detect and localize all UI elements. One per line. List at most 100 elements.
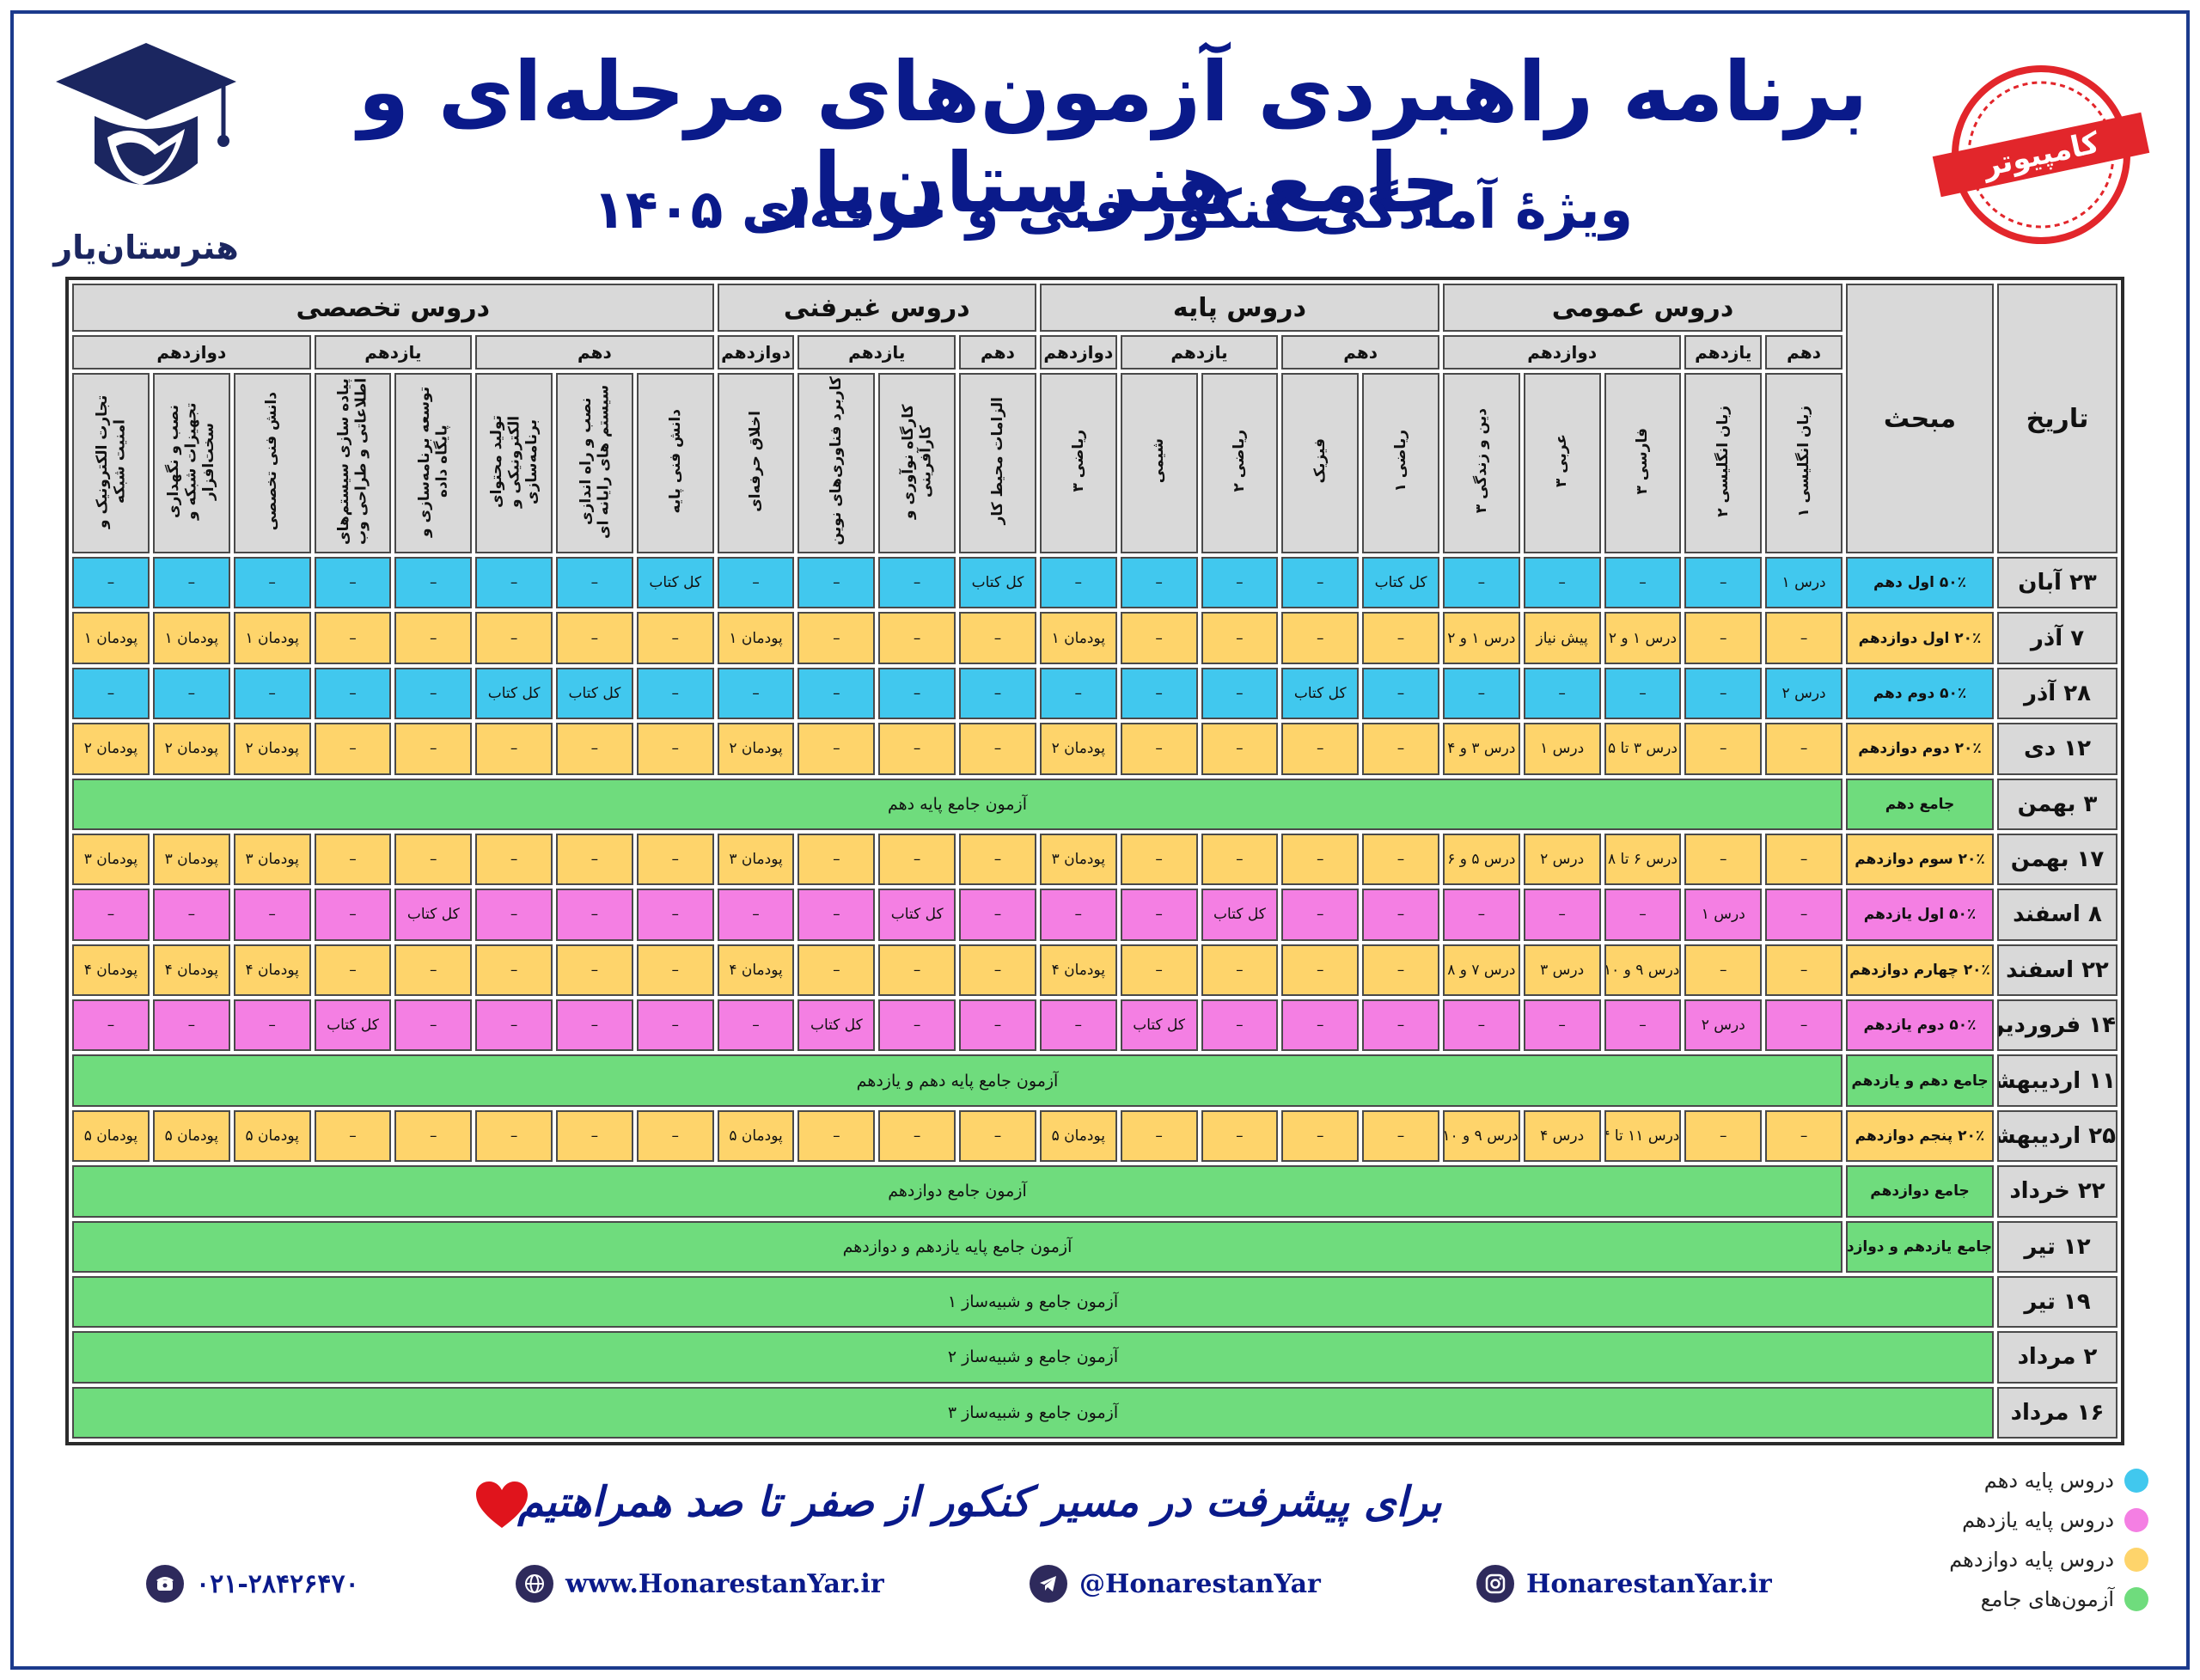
table-cell: –	[1765, 999, 1842, 1052]
contact-website[interactable]: www.HonarestanYar.ir	[516, 1560, 884, 1608]
table-cell: –	[475, 833, 553, 886]
table-cell: –	[1523, 999, 1601, 1052]
table-cell: –	[475, 944, 553, 996]
table-cell: –	[636, 723, 714, 775]
table-cell: –	[1281, 944, 1360, 996]
header-subject: دانش فنی تخصصی	[233, 373, 311, 553]
table-cell: درس ۳	[1523, 944, 1601, 996]
table-cell: پودمان ۴	[1039, 944, 1117, 996]
table-cell: –	[72, 557, 150, 609]
table-cell: –	[1281, 999, 1360, 1052]
header-subject: تجارت الکترونیک و امنیت شبکه	[72, 373, 150, 553]
table-cell: درس ۹ و ۱۰	[1442, 1109, 1520, 1163]
color-legend: دروس پایه دهم دروس پایه یازدهم دروس پایه د…	[1891, 1461, 2148, 1619]
table-cell: –	[1039, 667, 1117, 720]
header-subject: فیزیک	[1281, 373, 1360, 553]
table-cell: پودمان ۴	[717, 944, 795, 996]
globe-icon	[516, 1565, 553, 1603]
row-date: ۲۳ آبان	[1997, 557, 2118, 609]
header-subject: زبان انگلیسی ۲	[1684, 373, 1763, 553]
table-cell: –	[798, 833, 876, 886]
header-subject-label: ریاضی ۲	[1231, 430, 1249, 492]
table-cell: کل کتاب	[1120, 999, 1198, 1052]
header-group-general: دروس عمومی	[1442, 284, 1842, 332]
table-cell: –	[394, 667, 473, 720]
row-topic: ۵۰٪ دوم دهم	[1846, 667, 1994, 720]
table-cell: –	[475, 723, 553, 775]
schedule-row: ۸ اسفند ۵۰٪ اول یازدهم – درس ۱– – – – – کل کتاب –…	[72, 889, 2118, 941]
schedule-body: ۲۳ آبان ۵۰٪ اول دهم درس ۱– – – – کل کتاب – – – – کل…	[72, 557, 2118, 1439]
contact-instagram[interactable]: HonarestanYar.ir	[1476, 1560, 1772, 1608]
table-cell: پودمان ۲	[1039, 723, 1117, 775]
table-cell: پودمان ۳	[1039, 833, 1117, 886]
header-group-basic: دروس پایه	[1039, 284, 1439, 332]
legend-color-dot-icon	[2124, 1469, 2148, 1493]
table-cell: –	[1201, 612, 1279, 664]
row-date: ۱۴ فروردین	[1997, 999, 2118, 1052]
table-cell: –	[233, 557, 311, 609]
table-cell: –	[798, 944, 876, 996]
legend-item: آزمون‌های جامع	[1891, 1579, 2148, 1619]
header-level: دهم	[475, 335, 714, 370]
table-cell: کل کتاب	[959, 557, 1036, 609]
header-subject-label: دین و زندگی ۳	[1472, 408, 1490, 514]
table-cell: کل کتاب	[798, 999, 876, 1052]
table-cell: –	[314, 723, 392, 775]
header-subject: پیاده سازی سیستم‌های اطلاعاتی و طراحی وب	[314, 373, 392, 553]
table-cell: –	[1523, 557, 1601, 609]
table-cell: –	[152, 999, 230, 1052]
table-cell: درس ۶ تا ۸	[1604, 833, 1682, 886]
table-cell: –	[1765, 833, 1842, 886]
table-cell: –	[152, 889, 230, 941]
header-subject: شیمی	[1120, 373, 1198, 553]
header-level: یازدهم	[798, 335, 956, 370]
table-cell: –	[1362, 723, 1439, 775]
header-subject-label: ریاضی ۳	[1069, 430, 1087, 492]
header-subject-label: شیمی	[1150, 438, 1168, 484]
header-level: یازدهم	[1120, 335, 1279, 370]
table-cell: –	[475, 889, 553, 941]
row-topic: جامع یازدهم و دوازدهم	[1846, 1220, 1994, 1273]
table-cell: –	[1765, 944, 1842, 996]
table-cell: –	[475, 612, 553, 664]
header-subject-label: دانش فنی پایه	[666, 408, 684, 514]
table-cell: –	[1201, 557, 1279, 609]
table-cell: پودمان ۵	[72, 1109, 150, 1163]
table-cell: –	[878, 944, 956, 996]
table-cell: درس ۷ و ۸	[1442, 944, 1520, 996]
table-cell: –	[798, 667, 876, 720]
schedule-row: ۱۲ دی ۲۰٪ دوم دوازدهم – – درس ۳ تا ۵ درس ۱ درس…	[72, 723, 2118, 775]
logo-text: هنرستان‌یار	[53, 229, 239, 266]
header-subject: اخلاق حرفه‌ای	[717, 373, 795, 553]
row-date: ۱۶ مرداد	[1997, 1386, 2118, 1439]
table-cell: درس ۱ و ۲	[1604, 612, 1682, 664]
contact-instagram-text: HonarestanYar.ir	[1526, 1568, 1772, 1599]
table-cell: پودمان ۲	[233, 723, 311, 775]
row-topic: ۲۰٪ اول دوازدهم	[1846, 612, 1994, 664]
header-subject: الزامات محیط کار	[959, 373, 1036, 553]
table-cell: –	[394, 944, 473, 996]
table-cell: –	[394, 833, 473, 886]
header-row-subjects: زبان انگلیسی ۱ زبان انگلیسی ۲ فارسی ۳ عربی …	[72, 373, 2118, 553]
table-cell: پودمان ۲	[717, 723, 795, 775]
table-cell: –	[152, 557, 230, 609]
table-cell: درس ۴	[1523, 1109, 1601, 1163]
legend-item: دروس پایه یازدهم	[1891, 1500, 2148, 1540]
table-cell: –	[717, 667, 795, 720]
table-cell: کل کتاب	[1362, 557, 1439, 609]
table-cell: پودمان ۳	[233, 833, 311, 886]
contact-telegram[interactable]: @HonarestanYar	[1030, 1560, 1321, 1608]
table-cell: –	[1281, 1109, 1360, 1163]
table-cell: –	[72, 667, 150, 720]
table-cell: –	[1765, 723, 1842, 775]
contact-phone[interactable]: ۰۲۱-۲۸۴۲۶۴۷۰	[146, 1560, 359, 1608]
row-date: ۲۸ آذر	[1997, 667, 2118, 720]
table-cell: –	[556, 1109, 633, 1163]
table-cell: –	[1765, 889, 1842, 941]
header-subject: کارگاه نوآوری و کارآفرینی	[878, 373, 956, 553]
table-cell: –	[556, 999, 633, 1052]
table-cell: –	[1039, 889, 1117, 941]
header-subject: دانش فنی پایه	[636, 373, 714, 553]
table-cell: –	[394, 1109, 473, 1163]
table-cell: پودمان ۵	[233, 1109, 311, 1163]
